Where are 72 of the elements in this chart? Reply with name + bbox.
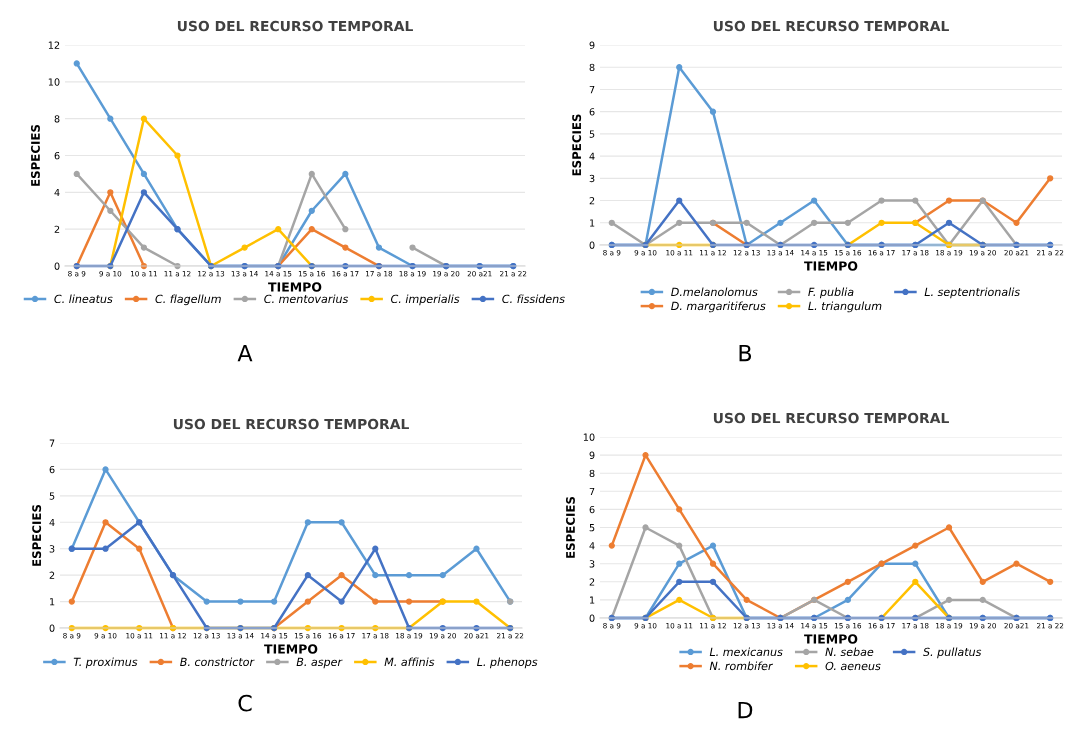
y-tick-label: 3 (589, 560, 595, 568)
y-tick-label: 5 (589, 524, 595, 532)
legend-label: C. fissidens (502, 294, 565, 304)
x-axis-title: TIEMPO (264, 644, 318, 654)
legend-label: N. rombifer (709, 661, 774, 671)
x-axis-title: TIEMPO (268, 282, 322, 292)
y-tick-label: 6 (589, 505, 595, 514)
legend-label: T. proximus (73, 657, 138, 669)
y-tick-label: 0 (54, 262, 60, 270)
text: B (739, 344, 752, 362)
text: A (237, 344, 253, 362)
y-axis-title: ESPECIES (32, 504, 42, 566)
legend-label: L. triangulum (808, 301, 882, 313)
y-tick-label: 7 (49, 439, 55, 447)
legend-label: D.melanolomus (671, 287, 758, 297)
y-tick-label: 9 (589, 41, 595, 49)
y-tick-label: 4 (49, 518, 55, 526)
y-tick-label: 2 (54, 225, 60, 233)
legend-label: L. mexicanus (709, 647, 783, 657)
legend-label: C. flagellum (155, 294, 221, 306)
y-tick-label: 7 (589, 487, 595, 495)
y-tick-label: 8 (54, 115, 60, 123)
y-tick-label: 0 (589, 614, 595, 622)
y-tick-label: 6 (54, 151, 60, 160)
y-tick-label: 10 (48, 78, 60, 86)
y-tick-label: 2 (589, 578, 595, 586)
x-axis-title: TIEMPO (804, 634, 858, 644)
y-tick-label: 7 (589, 86, 595, 94)
y-tick-label: 3 (49, 545, 55, 553)
legend-label: B. constrictor (180, 657, 255, 667)
y-tick-label: 4 (589, 542, 595, 550)
y-axis-title: ESPECIES (565, 496, 575, 558)
legend-label: L. phenops (477, 657, 538, 669)
y-axis-title: ESPECIES (30, 124, 40, 186)
y-tick-label: 1 (50, 598, 55, 606)
text: D (738, 701, 753, 719)
legend-label: S. pullatus (923, 647, 982, 659)
chart-title: USO DEL RECURSO TEMPORAL (173, 418, 409, 430)
y-tick-label: 0 (589, 241, 595, 249)
y-axis-title: ESPECIES (572, 114, 582, 176)
y-tick-label: 2 (49, 571, 55, 579)
y-tick-label: 12 (48, 41, 60, 49)
chart-title: USO DEL RECURSO TEMPORAL (713, 20, 949, 32)
legend-label: D. margaritiferus (671, 301, 766, 313)
y-tick-label: 8 (589, 469, 595, 478)
y-tick-label: 8 (589, 63, 595, 72)
y-tick-label: 4 (589, 152, 595, 160)
y-tick-label: 2 (589, 197, 595, 205)
y-tick-label: 5 (49, 492, 55, 500)
legend-label: F. publia (808, 287, 854, 299)
chart-title: USO DEL RECURSO TEMPORAL (713, 412, 949, 424)
legend-label: C. imperialis (390, 294, 460, 306)
y-tick-label: 6 (589, 108, 595, 116)
legend-label: C. mentovarius (264, 294, 349, 304)
x-axis-title: TIEMPO (804, 261, 858, 271)
chart-title: USO DEL RECURSO TEMPORAL (177, 20, 413, 32)
y-tick-label: 4 (54, 188, 60, 197)
y-tick-label: 3 (589, 174, 595, 183)
legend-label: B. asper (296, 657, 343, 669)
legend-label: M. affinis (384, 657, 435, 667)
text: C (238, 694, 252, 712)
y-tick-label: 6 (49, 465, 55, 474)
legend-label: C. lineatus (54, 294, 113, 304)
y-tick-label: 10 (583, 433, 595, 441)
y-tick-label: 1 (590, 219, 595, 227)
legend-label: O. aeneus (825, 661, 881, 671)
legend-label: N. sebae (825, 647, 874, 657)
y-tick-label: 9 (589, 451, 595, 459)
y-tick-label: 1 (590, 596, 595, 604)
legend-label: L. septentrionalis (924, 287, 1020, 299)
y-tick-label: 0 (49, 624, 55, 632)
y-tick-label: 5 (589, 130, 595, 138)
